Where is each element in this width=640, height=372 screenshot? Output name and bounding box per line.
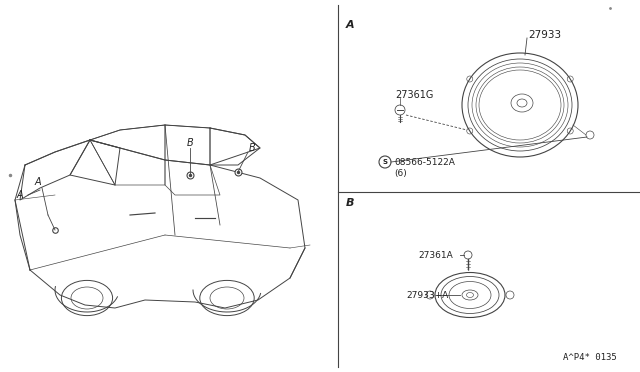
Text: 08566-5122A: 08566-5122A [394,157,455,167]
Text: 27933: 27933 [528,30,561,40]
Text: A: A [17,190,23,200]
Text: A: A [346,20,355,30]
Text: A: A [35,177,42,187]
Text: 27361A: 27361A [418,250,452,260]
Text: B: B [346,198,355,208]
Text: B: B [248,143,255,153]
Text: 27933+A: 27933+A [406,291,448,299]
Text: S: S [383,159,387,165]
Text: A^P4* 0135: A^P4* 0135 [563,353,617,362]
Text: B: B [187,138,193,148]
Text: 27361G: 27361G [395,90,433,100]
Text: (6): (6) [394,169,407,177]
